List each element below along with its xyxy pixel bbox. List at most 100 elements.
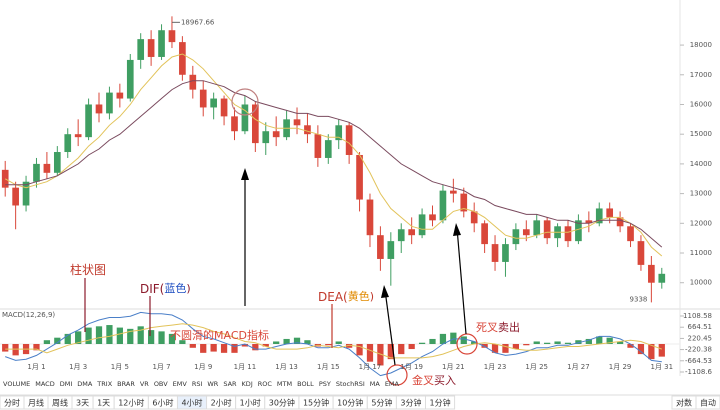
candle-body [439, 190, 447, 221]
candle-body [137, 39, 145, 60]
macd-bar [554, 341, 561, 344]
indicator-tab[interactable]: DMA [77, 380, 93, 388]
macd-bar [12, 343, 19, 356]
indicator-tab[interactable]: EMA [385, 380, 400, 388]
indicator-tab[interactable]: BOLL [297, 380, 314, 388]
macd-bar [637, 343, 645, 355]
indicator-tab[interactable]: MACD [35, 380, 54, 388]
period-button[interactable]: 5分钟 [371, 398, 392, 408]
period-button[interactable]: 1天 [97, 399, 110, 408]
annotation-part: 柱状图 [70, 262, 106, 277]
indicator-tab[interactable]: VR [140, 380, 149, 388]
option-button[interactable]: 对数 [676, 398, 692, 408]
y-tick-label: 13000 [690, 190, 712, 198]
annotation-part: 蓝色 [164, 281, 186, 295]
candle-body [168, 30, 176, 43]
period-button[interactable]: 6小时 [152, 398, 173, 408]
indicator-tab[interactable]: StochRSI [336, 380, 365, 388]
indicator-tab[interactable]: RSI [192, 380, 203, 388]
candle-body [408, 229, 415, 236]
candle-body [74, 134, 82, 138]
indicator-tab[interactable]: WR [207, 380, 218, 388]
period-button[interactable]: 1小时 [240, 398, 261, 408]
period-button[interactable]: 2小时 [211, 398, 232, 408]
candle-body [335, 125, 343, 141]
candle-body [575, 220, 582, 242]
annotation: 金叉买入 [412, 373, 456, 387]
macd-bar [377, 343, 384, 366]
period-button[interactable]: 1分钟 [430, 398, 451, 408]
option-button[interactable]: 自动 [700, 398, 716, 408]
indicator-tab[interactable]: MTM [277, 380, 292, 388]
indicator-tab[interactable]: EMV [173, 380, 188, 388]
macd-bar [75, 331, 82, 344]
arrow [456, 227, 467, 335]
x-tick-label: 1月 31 [650, 363, 673, 371]
period-button[interactable]: 12小时 [118, 398, 144, 408]
option-button-bg [671, 395, 697, 410]
macd-bar [127, 328, 134, 344]
x-tick-label: 1月 13 [275, 363, 298, 371]
annotation-part: 不圆滑的MACD指标 [170, 328, 269, 342]
arrow-head [453, 223, 461, 236]
period-button[interactable]: 3分钟 [400, 398, 421, 408]
indicator-tab[interactable]: SAR [223, 380, 237, 388]
macd-bar [200, 343, 207, 353]
indicator-tab[interactable]: DMI [60, 380, 73, 388]
y-tick-label: 14000 [690, 160, 712, 168]
indicator-tab[interactable]: VOLUME [3, 380, 30, 388]
candle-body [106, 92, 113, 114]
period-button[interactable]: 周线 [52, 398, 68, 408]
candle-body [64, 134, 72, 153]
period-button[interactable]: 3天 [76, 399, 89, 408]
annotation-part: DEA( [318, 290, 348, 304]
indicator-tab[interactable]: PSY [319, 380, 331, 388]
candle-body [293, 119, 301, 126]
macd-bar [241, 343, 249, 347]
macd-bar [544, 342, 551, 344]
period-button[interactable]: 月线 [28, 398, 44, 408]
period-button[interactable]: 15分钟 [303, 398, 329, 408]
indicator-tab[interactable]: ROC [258, 380, 273, 388]
low-label: 9338 [630, 295, 648, 303]
moving-average [5, 80, 663, 248]
macd-bar [429, 338, 436, 344]
indicator-tab[interactable]: TRIX [96, 380, 112, 388]
candle-body [585, 220, 593, 224]
macd-tick-label: -664.53 [685, 357, 712, 365]
macd-bar [356, 343, 363, 356]
candle-body [397, 229, 405, 242]
y-tick-label: 15000 [690, 130, 712, 138]
period-button[interactable]: 10分钟 [337, 398, 363, 408]
macd-bar [95, 326, 103, 344]
annotation-part: 金叉 [412, 373, 434, 387]
annotation: 柱状图 [70, 262, 106, 277]
annotation-part: ) [370, 290, 374, 303]
period-button[interactable]: 分时 [4, 398, 20, 408]
macd-bar [450, 332, 457, 344]
period-button[interactable]: 30分钟 [269, 398, 295, 408]
macd-bar [418, 342, 426, 344]
indicator-tab[interactable]: OBV [154, 380, 168, 388]
indicator-tab[interactable]: BRAR [117, 380, 135, 388]
candle-body [252, 104, 259, 144]
highlight-circle [386, 364, 408, 386]
indicator-tab[interactable]: KDJ [242, 380, 253, 388]
macd-bar [585, 338, 592, 344]
macd-bar [502, 343, 509, 353]
candle-body [637, 241, 645, 265]
candle-body [85, 104, 92, 138]
macd-bar [658, 343, 665, 357]
macd-tick-label: 220.45 [688, 334, 713, 342]
period-button-bg [425, 395, 456, 410]
macd-bar [366, 343, 374, 362]
macd-bar [273, 341, 280, 344]
x-tick-label: 1月 25 [525, 363, 548, 371]
macd-bar [33, 343, 40, 351]
period-button[interactable]: 4小时 [181, 398, 202, 408]
macd-bar [596, 336, 603, 344]
x-tick-label: 1月 23 [484, 363, 507, 371]
macd-bar [137, 326, 144, 344]
indicator-tab[interactable]: MA [370, 380, 381, 388]
